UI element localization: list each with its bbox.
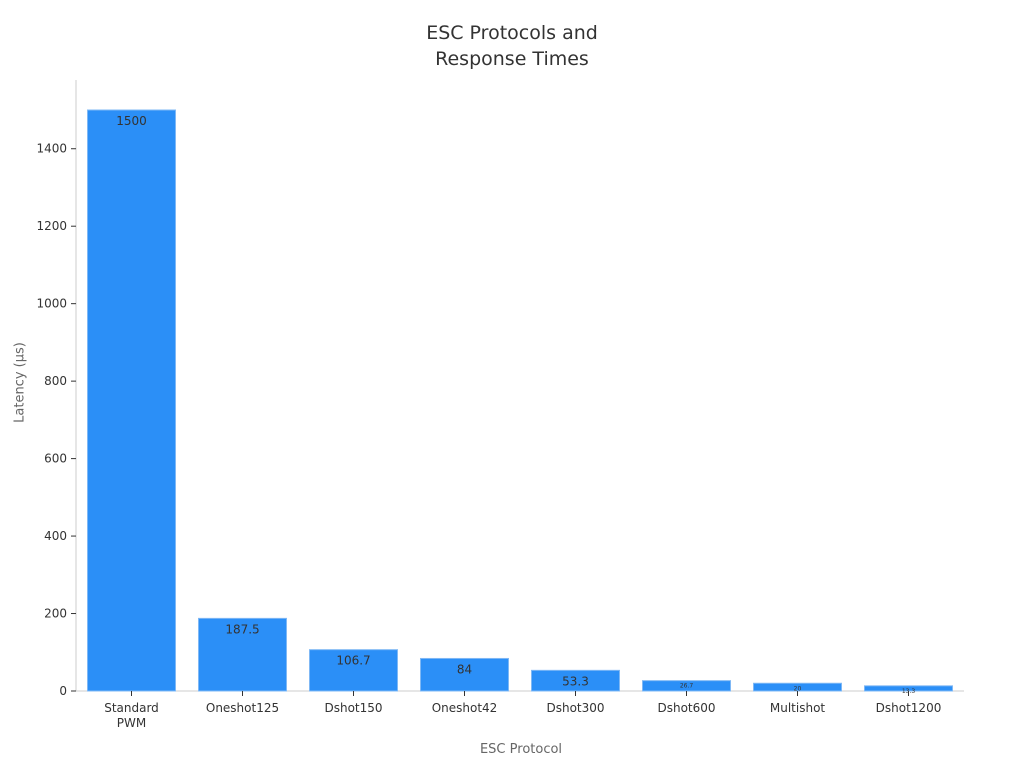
x-tick-label: PWM xyxy=(117,716,146,730)
x-tick-label: Dshot600 xyxy=(657,701,715,715)
x-tick-label: Oneshot125 xyxy=(206,701,279,715)
title-line-2: Response Times xyxy=(435,48,589,70)
bar xyxy=(420,657,509,692)
bar-value-label: 84 xyxy=(457,662,472,676)
y-tick-label: 200 xyxy=(44,607,67,621)
x-tick-label: Dshot150 xyxy=(324,701,382,715)
y-tick-label: 800 xyxy=(44,374,67,388)
bar-value-label: 53.3 xyxy=(562,674,589,688)
y-tick-label: 600 xyxy=(44,452,67,466)
bar-value-label: 106.7 xyxy=(336,654,370,668)
bar xyxy=(87,109,176,692)
y-tick-label: 1400 xyxy=(36,142,67,156)
bar-value-label: 26.7 xyxy=(680,683,694,690)
x-tick-label: Multishot xyxy=(770,701,826,715)
y-tick-label: 400 xyxy=(44,529,67,543)
x-tick-label: Oneshot42 xyxy=(432,701,498,715)
x-tick-label: Standard xyxy=(104,701,159,715)
x-axis-label: ESC Protocol xyxy=(479,742,563,757)
bar-value-label: 187.5 xyxy=(225,622,259,636)
title-line-1: ESC Protocols and xyxy=(426,22,598,44)
x-tick-label: Dshot1200 xyxy=(876,701,942,715)
bar-value-label: 20 xyxy=(794,685,802,692)
bar-value-label: 1500 xyxy=(116,114,147,128)
bar xyxy=(309,649,398,692)
chart-title: ESC Protocols and Response Times xyxy=(0,20,1024,72)
y-tick-label: 0 xyxy=(59,684,67,698)
y-tick-label: 1200 xyxy=(36,219,67,233)
y-tick-label: 1000 xyxy=(36,297,67,311)
x-tick-label: Dshot300 xyxy=(546,701,604,715)
